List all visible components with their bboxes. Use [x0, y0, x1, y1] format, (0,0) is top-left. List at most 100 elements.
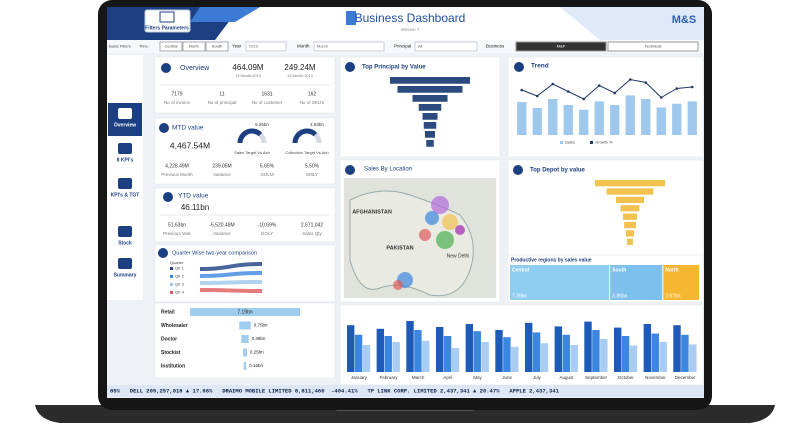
- filter-label: Month: [297, 44, 310, 49]
- value-label: 0.25bn: [250, 350, 264, 355]
- filters-button[interactable]: [144, 9, 191, 33]
- nav-icon[interactable]: [118, 178, 132, 189]
- legend-swatch: [170, 275, 173, 278]
- nav-label[interactable]: Overview: [114, 122, 136, 128]
- year-value[interactable]: 2013: [249, 44, 259, 49]
- card: [339, 304, 704, 386]
- business-label[interactable]: M&P: [557, 44, 566, 49]
- nav-label[interactable]: Summary: [114, 272, 137, 278]
- stat-label: Previous Year: [163, 231, 191, 236]
- funnel-bar: [620, 205, 640, 212]
- business-button[interactable]: [515, 41, 607, 52]
- stat-label: No of invoice: [164, 100, 191, 105]
- region-label[interactable]: North: [189, 44, 199, 49]
- month-bar: [629, 345, 638, 372]
- month-value[interactable]: March: [317, 44, 328, 49]
- funnel-bar: [595, 180, 665, 187]
- stat-value: 7179: [171, 91, 182, 97]
- card-icon: [345, 62, 355, 72]
- trend-bar: [548, 99, 558, 135]
- tile-label: Central: [512, 267, 530, 273]
- region-button[interactable]: [205, 41, 229, 52]
- business-label[interactable]: Technical: [645, 44, 662, 49]
- nav-label[interactable]: KPI's & TGT: [111, 192, 140, 198]
- stat-label: GOLM: [260, 172, 274, 177]
- funnel-bar: [390, 77, 470, 84]
- stat-value: 4,228.49M: [165, 163, 189, 169]
- region-button[interactable]: [182, 41, 206, 52]
- value-label: 0.48bn: [252, 336, 266, 341]
- funnel-bar: [606, 188, 654, 195]
- month-bar: [354, 334, 363, 372]
- month-bar: [392, 342, 400, 372]
- growth-point: [644, 81, 648, 84]
- filters-label[interactable]: Filters Parameters: [145, 25, 189, 31]
- stat-label: SMLY: [306, 172, 318, 177]
- stat-label: No of principal: [208, 100, 237, 105]
- category-label: Doctor: [161, 336, 177, 342]
- region-label[interactable]: Central: [165, 44, 178, 49]
- category-label: Wholesaler: [161, 323, 188, 329]
- location-bubble: [425, 211, 439, 225]
- month-bar: [643, 324, 652, 372]
- stat-value: 2,671,042: [301, 222, 323, 228]
- trend-bar: [656, 107, 666, 135]
- funnel-bar: [623, 213, 637, 220]
- funnel-bar: [616, 196, 644, 204]
- tile-value: 3.86bn: [612, 293, 628, 299]
- card-title: Top Principal by Value: [362, 65, 426, 71]
- month-bar: [621, 336, 630, 372]
- nav-icon[interactable]: [118, 108, 132, 119]
- business-button[interactable]: [607, 41, 699, 52]
- month-bar: [689, 344, 697, 372]
- x-tick-label: January: [351, 375, 368, 380]
- growth-point: [675, 87, 679, 90]
- tile-label: North: [665, 267, 678, 273]
- x-tick-label: April: [443, 375, 452, 380]
- month-bar: [584, 321, 592, 372]
- growth-point: [628, 78, 632, 81]
- month-bar: [613, 327, 622, 372]
- channel-bar: [239, 321, 251, 330]
- trend-bar: [594, 101, 604, 135]
- value-label: 7.19bn: [237, 309, 253, 315]
- nav-icon[interactable]: [118, 258, 132, 269]
- nav-label[interactable]: Stock: [118, 240, 132, 246]
- nav-icon[interactable]: [118, 143, 132, 154]
- month-bar: [376, 328, 385, 372]
- header-shape: [560, 7, 704, 40]
- filter-label: Principal: [394, 44, 411, 49]
- region-label[interactable]: South: [212, 44, 222, 49]
- filter-label: Business: [486, 44, 505, 49]
- x-tick-label: October: [618, 375, 635, 380]
- kpi-label: 13 Month-2013: [235, 74, 261, 78]
- legend-label: Growth %: [595, 140, 613, 145]
- card-title: Top Depot by value: [530, 168, 586, 174]
- principal-value[interactable]: All: [418, 44, 423, 49]
- x-tick-label: July: [533, 375, 542, 380]
- stat-value: 5.65%: [260, 163, 275, 169]
- month-bar: [406, 321, 414, 372]
- funnel-bar: [624, 221, 636, 229]
- month-bar: [592, 330, 600, 372]
- location-bubble: [419, 229, 431, 241]
- tile-value: 7.28bn: [512, 293, 528, 299]
- stat-value: -5,520.48M: [209, 222, 234, 228]
- logo: M&S: [672, 14, 696, 26]
- legend-label: Qtr 3: [175, 282, 185, 287]
- stat-value: -10.69%: [258, 222, 277, 228]
- nav-label[interactable]: 8 KPI's: [117, 157, 134, 163]
- nav-icon[interactable]: [118, 226, 132, 237]
- dashboard-subtitle: Version 7: [401, 27, 420, 32]
- stat-label: Sales Qty: [302, 231, 322, 236]
- stat-value: 51.63bn: [168, 222, 186, 228]
- year-select[interactable]: [245, 41, 287, 52]
- principal-select[interactable]: [414, 41, 478, 52]
- region-button[interactable]: [159, 41, 183, 52]
- location-bubble: [436, 231, 454, 249]
- month-select[interactable]: [313, 41, 385, 52]
- legend-swatch: [170, 283, 173, 286]
- growth-point: [659, 96, 663, 99]
- trend-bar: [687, 101, 697, 135]
- nav-active: [108, 103, 142, 136]
